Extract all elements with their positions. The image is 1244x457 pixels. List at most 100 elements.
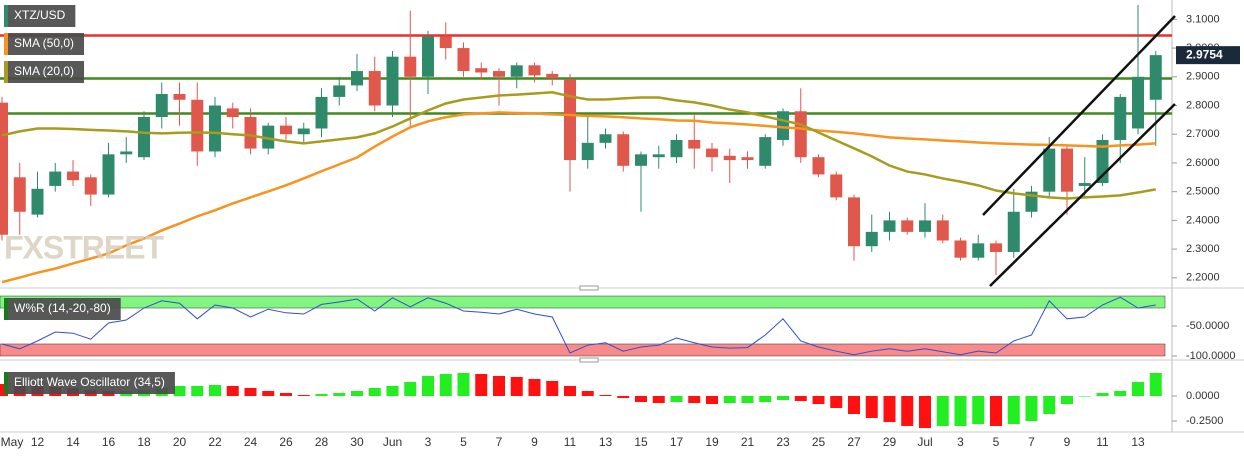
candle-body	[84, 177, 97, 195]
candle-body	[155, 94, 168, 117]
candle-body	[0, 102, 8, 235]
oscillator-bar	[812, 396, 825, 404]
candle-body	[404, 56, 417, 77]
candle-body	[493, 71, 505, 77]
legend-swatch	[4, 33, 8, 55]
oscillator-bar	[1132, 382, 1144, 396]
x-tick-label: 17	[670, 435, 684, 449]
candle-body	[49, 171, 62, 186]
oscillator-bar	[635, 396, 647, 402]
legend-box	[4, 61, 85, 83]
oscillator-bar	[990, 396, 1002, 426]
legend-swatch	[4, 298, 8, 320]
y-tick-label: 2.3000	[1186, 243, 1220, 255]
candle-body	[1043, 148, 1056, 192]
oscillator-bar	[759, 396, 772, 402]
x-tick-label: 20	[173, 435, 187, 449]
candle-body	[191, 99, 204, 152]
y-tick-label: -100.0000	[1186, 350, 1236, 362]
legend-label: SMA (20,0)	[14, 64, 74, 78]
oscillator-bar	[1149, 373, 1162, 396]
x-tick-label: 15	[634, 435, 648, 449]
legend-box	[4, 33, 85, 55]
legend-box	[4, 372, 175, 394]
candle-body	[794, 111, 807, 158]
candle-body	[439, 36, 452, 49]
candle-body	[475, 68, 488, 73]
oscillator-bar	[457, 373, 470, 396]
candle-body	[972, 243, 985, 258]
x-tick-label: 27	[847, 435, 861, 449]
candle-body	[368, 71, 381, 106]
legend-label: W%R (14,-20,-80)	[14, 301, 111, 315]
y-tick-label: 2.5000	[1186, 186, 1220, 198]
candle-body	[13, 177, 26, 212]
candle-body	[635, 154, 647, 166]
oscillator-bar	[280, 393, 292, 396]
oscillator-bar	[706, 396, 718, 404]
oscillator-bar	[1096, 393, 1109, 396]
candle-body	[652, 154, 665, 158]
candle-body	[670, 139, 683, 158]
oscillator-bar	[599, 395, 612, 396]
candle-body	[723, 155, 736, 161]
legend-entry: Elliott Wave Oscillator (34,5)	[4, 372, 175, 394]
x-tick-label: 3	[425, 435, 432, 449]
x-tick-label: 9	[1064, 435, 1071, 449]
candle-body	[138, 117, 150, 158]
candle-body	[67, 171, 79, 181]
oscillator-bar	[581, 391, 594, 396]
oscillator-bar	[848, 396, 860, 414]
x-tick-label: Jul	[917, 435, 932, 449]
line-series	[1, 91, 1156, 200]
oscillator-bar	[333, 393, 346, 396]
oscillator-bar	[954, 396, 967, 426]
oscillator-bar	[794, 396, 807, 401]
x-tick-label: 28	[315, 435, 329, 449]
legend-label: SMA (50,0)	[14, 36, 74, 50]
oscillator-bar	[510, 377, 523, 396]
x-tick-label: 11	[564, 435, 577, 449]
oscillator-bar	[1043, 396, 1056, 414]
oscillator-bar	[475, 374, 488, 396]
legend-entry: XTZ/USD	[4, 5, 76, 27]
y-tick-label: 2.8000	[1186, 99, 1220, 111]
oscillator-bar	[741, 396, 754, 403]
oscillator-bar	[688, 396, 701, 403]
x-tick-label: 7	[1028, 435, 1035, 449]
candle-body	[741, 157, 754, 161]
legend-swatch	[4, 61, 8, 83]
oscillator-bar	[652, 396, 665, 403]
oscillator-bar	[439, 374, 452, 396]
x-tick-label: 13	[599, 435, 613, 449]
oscillator-bar	[936, 396, 949, 426]
panel-handle[interactable]	[579, 285, 599, 291]
oscillator-bar	[493, 376, 505, 396]
oscillator-bar	[1025, 396, 1038, 421]
x-tick-label: 23	[776, 435, 790, 449]
y-tick-label: 2.9000	[1186, 71, 1220, 83]
oscillator-bar	[1007, 396, 1020, 424]
candle-body	[990, 243, 1002, 252]
oscillator-bar	[546, 381, 559, 396]
legend-box	[4, 298, 121, 320]
candle-body	[209, 105, 221, 152]
candle-body	[617, 134, 630, 166]
candle-body	[457, 48, 470, 72]
y-tick-label: 2.6000	[1186, 157, 1220, 169]
candle-body	[581, 142, 594, 161]
oscillator-bar	[404, 382, 417, 396]
oscillator-bar	[262, 391, 275, 396]
oscillator-bar	[209, 385, 221, 396]
candle-body	[777, 111, 789, 140]
oscillator-bar	[777, 396, 789, 400]
oscillator-bar	[528, 379, 541, 396]
candle-body	[1114, 96, 1127, 140]
candle-body	[812, 157, 825, 175]
panel-handle[interactable]	[579, 357, 599, 363]
candle-body	[954, 240, 967, 258]
candle-body	[386, 56, 399, 106]
